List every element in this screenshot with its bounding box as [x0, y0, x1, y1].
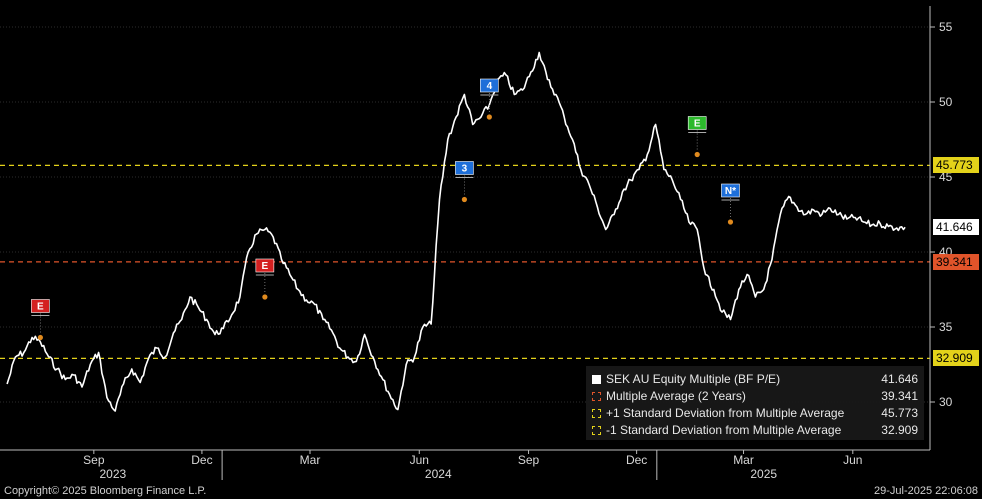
x-month-label: Jun	[410, 453, 429, 467]
event-dot	[486, 114, 492, 120]
legend-entry-plus-std: +1 Standard Deviation from Multiple Aver…	[592, 405, 918, 421]
legend-label-plus-std: +1 Standard Deviation from Multiple Aver…	[606, 406, 845, 420]
legend-value-minus-std: 32.909	[881, 423, 918, 437]
legend-entry-average: Multiple Average (2 Years) 39.341	[592, 388, 918, 404]
event-box	[687, 116, 707, 130]
timestamp-text: 29-Jul-2025 22:06:08	[874, 485, 978, 497]
event-label: E	[694, 119, 701, 130]
legend: SEK AU Equity Multiple (BF P/E) 41.646 Mu…	[586, 366, 924, 440]
x-year-label: 2024	[425, 467, 452, 481]
event-dot	[694, 151, 700, 158]
legend-entry-series: SEK AU Equity Multiple (BF P/E) 41.646	[592, 371, 918, 387]
x-year-label: 2025	[750, 467, 777, 481]
value-tag-average: 39.341	[933, 253, 979, 270]
x-axis: Sep Dec Mar Jun Sep Dec Mar Jun 2023 2024 2025	[0, 449, 930, 481]
x-year-label: 2023	[99, 467, 126, 481]
event-dot	[37, 334, 43, 341]
x-month-label: Dec	[191, 453, 212, 467]
event-dot	[461, 196, 468, 203]
y-tick-label: 45	[939, 170, 953, 184]
x-month-label: Mar	[733, 453, 754, 467]
series-line	[6, 51, 906, 412]
value-tag-minus-std: 32.909	[933, 350, 979, 367]
event-box	[721, 183, 740, 198]
reference-lines	[0, 164, 930, 359]
x-month-label: Jun	[843, 453, 862, 467]
event-dot	[727, 219, 734, 225]
event-label: E	[37, 302, 44, 313]
legend-swatch-plus-std	[592, 409, 601, 418]
legend-value-plus-std: 45.773	[881, 406, 918, 420]
legend-value-average: 39.341	[881, 389, 918, 403]
event-box	[455, 161, 474, 175]
legend-swatch-average	[592, 392, 601, 401]
value-tag-plus-std: 45.773	[933, 157, 979, 174]
x-month-label: Mar	[300, 453, 321, 467]
event-dot	[262, 294, 268, 300]
x-month-label: Dec	[626, 453, 647, 467]
x-month-label: Sep	[83, 453, 105, 467]
event-markers: E E 3 4 E N*	[31, 78, 740, 341]
legend-swatch-minus-std	[592, 426, 601, 435]
event-label: 4	[487, 81, 493, 92]
event-box	[31, 299, 50, 313]
legend-swatch-series	[592, 375, 601, 384]
legend-value-series: 41.646	[881, 372, 918, 386]
legend-label-minus-std: -1 Standard Deviation from Multiple Aver…	[606, 423, 842, 437]
legend-label-average: Multiple Average (2 Years)	[606, 389, 746, 403]
grid-lines	[0, 26, 930, 403]
event-label: N*	[725, 186, 736, 197]
x-month-label: Sep	[518, 453, 540, 467]
event-label: 3	[462, 164, 468, 175]
event-label: E	[262, 261, 269, 272]
y-tick-label: 30	[939, 395, 953, 409]
y-tick-label: 50	[939, 95, 953, 109]
copyright-text: Copyright© 2025 Bloomberg Finance L.P.	[4, 485, 207, 497]
event-box	[255, 258, 275, 273]
y-tick-label: 35	[939, 320, 953, 334]
value-tag-current: 41.646	[933, 219, 979, 236]
series-layer	[6, 51, 906, 412]
y-tick-label: 55	[939, 20, 953, 34]
event-box	[480, 78, 499, 93]
legend-label-series: SEK AU Equity Multiple (BF P/E)	[606, 372, 781, 386]
legend-entry-minus-std: -1 Standard Deviation from Multiple Aver…	[592, 422, 918, 438]
